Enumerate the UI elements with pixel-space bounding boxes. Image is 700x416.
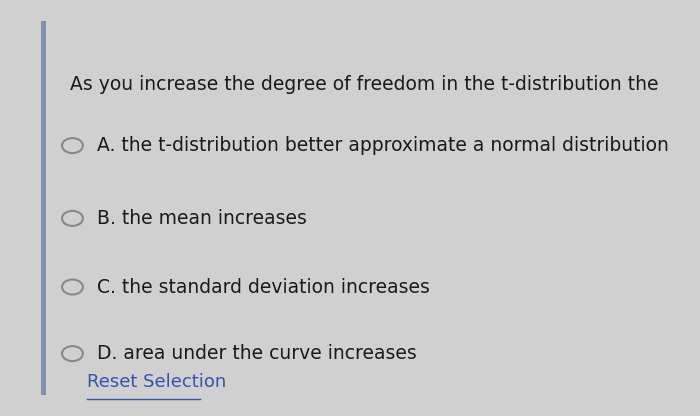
- Text: B. the mean increases: B. the mean increases: [97, 209, 307, 228]
- Text: D. area under the curve increases: D. area under the curve increases: [97, 344, 417, 363]
- FancyBboxPatch shape: [41, 21, 46, 395]
- Text: A. the t-distribution better approximate a normal distribution: A. the t-distribution better approximate…: [97, 136, 669, 155]
- Text: As you increase the degree of freedom in the t-distribution the: As you increase the degree of freedom in…: [69, 75, 658, 94]
- Text: Reset Selection: Reset Selection: [87, 373, 226, 391]
- Text: C. the standard deviation increases: C. the standard deviation increases: [97, 277, 430, 297]
